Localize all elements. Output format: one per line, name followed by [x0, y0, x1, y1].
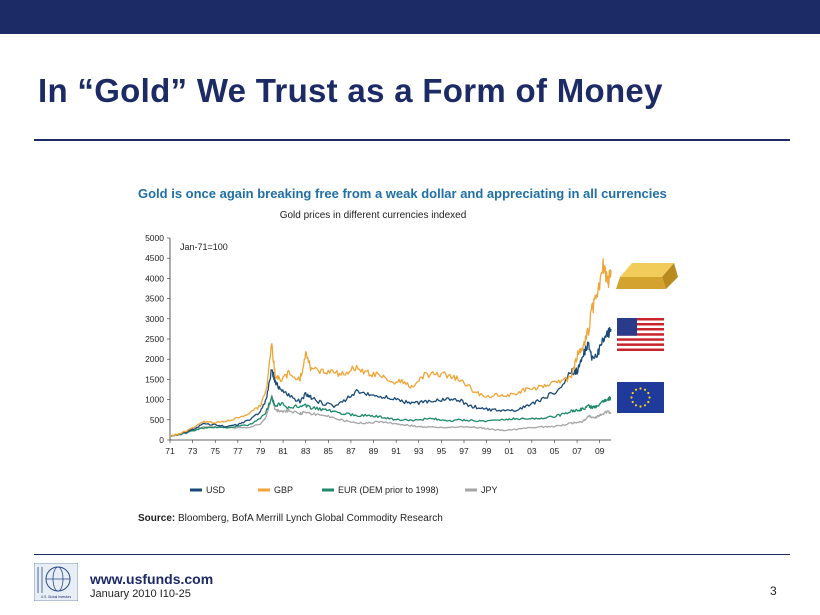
eu-star — [631, 400, 634, 404]
chart-legend: USD GBP EUR (DEM prior to 1998) JPY — [190, 485, 498, 495]
x-tick-label: 05 — [550, 446, 560, 456]
y-tick-label: 2500 — [145, 334, 164, 344]
date-code: January 2010 I10-25 — [90, 588, 191, 600]
slide-title: In “Gold” We Trust as a Form of Money — [38, 72, 663, 109]
eu-star — [630, 396, 633, 399]
y-tick-label: 4000 — [145, 273, 164, 283]
x-tick-label: 97 — [459, 446, 469, 456]
x-tick-label: 99 — [482, 446, 492, 456]
gold-price-chart: 0 500 1000 1500 2000 2500 3000 3500 4000 4500 5000… — [145, 233, 612, 495]
source-label: Source: — [138, 513, 176, 524]
legend-label-gbp: GBP — [274, 485, 293, 495]
x-tick-label: 75 — [210, 446, 220, 456]
y-tick-label: 1000 — [145, 395, 164, 405]
legend-label-eur: EUR (DEM prior to 1998) — [338, 485, 439, 495]
x-tick-label: 07 — [572, 446, 582, 456]
eu-star — [647, 391, 650, 395]
eu-star — [648, 396, 651, 399]
y-tick-label: 2000 — [145, 354, 164, 364]
top-banner — [0, 0, 820, 34]
eu-star — [634, 388, 638, 391]
y-tick-label: 4500 — [145, 253, 164, 263]
chart-title: Gold is once again breaking free from a … — [138, 186, 667, 201]
index-annotation: Jan-71=100 — [180, 242, 228, 252]
y-tick-label: 1500 — [145, 374, 164, 384]
logo-text: U.S. Global Investors — [41, 595, 72, 599]
x-tick-label: 81 — [278, 446, 288, 456]
eu-flag-icon — [617, 382, 664, 413]
title-divider — [34, 139, 790, 141]
y-tick-label: 3000 — [145, 314, 164, 324]
source-note: Source: Bloomberg, BofA Merrill Lynch Gl… — [138, 513, 443, 524]
chart-subtitle: Gold prices in different currencies inde… — [279, 210, 467, 221]
legend-label-usd: USD — [206, 485, 226, 495]
x-tick-label: 01 — [504, 446, 514, 456]
x-tick-label: 71 — [165, 446, 175, 456]
x-tick-label: 87 — [346, 446, 356, 456]
x-tick-label: 95 — [437, 446, 447, 456]
y-tick-label: 3500 — [145, 294, 164, 304]
eu-star — [639, 405, 642, 408]
legend-label-jpy: JPY — [481, 485, 498, 495]
x-tick-label: 09 — [595, 446, 605, 456]
us-global-investors-logo: U.S. Global Investors — [34, 563, 78, 601]
x-tick-label: 03 — [527, 446, 537, 456]
us-flag-icon — [617, 318, 664, 351]
page-number: 3 — [770, 584, 777, 598]
x-tick-label: 85 — [324, 446, 334, 456]
x-tick-label: 93 — [414, 446, 424, 456]
x-tick-label: 91 — [391, 446, 401, 456]
footer-divider — [34, 554, 790, 555]
website-link[interactable]: www.usfunds.com — [90, 571, 214, 587]
x-tick-label: 83 — [301, 446, 311, 456]
series-line-eur — [169, 395, 612, 438]
x-tick-label: 77 — [233, 446, 243, 456]
gold-bar-icon — [616, 263, 678, 289]
eu-star — [647, 400, 650, 404]
eu-star — [631, 391, 634, 395]
y-tick-label: 5000 — [145, 233, 164, 243]
eu-star — [643, 404, 647, 407]
x-tick-label: 73 — [188, 446, 198, 456]
y-tick-label: 500 — [150, 415, 164, 425]
chart-series — [169, 258, 612, 438]
source-text: Bloomberg, BofA Merrill Lynch Global Com… — [178, 513, 443, 524]
y-tick-label: 0 — [159, 435, 164, 445]
series-line-gbp — [169, 258, 612, 438]
series-line-jpy — [169, 394, 612, 438]
chart-axes: 0 500 1000 1500 2000 2500 3000 3500 4000 4500 5000… — [145, 233, 611, 456]
eu-star — [634, 404, 638, 407]
eu-star — [639, 387, 642, 390]
x-tick-label: 89 — [369, 446, 379, 456]
x-tick-label: 79 — [256, 446, 266, 456]
eu-star — [643, 388, 647, 391]
